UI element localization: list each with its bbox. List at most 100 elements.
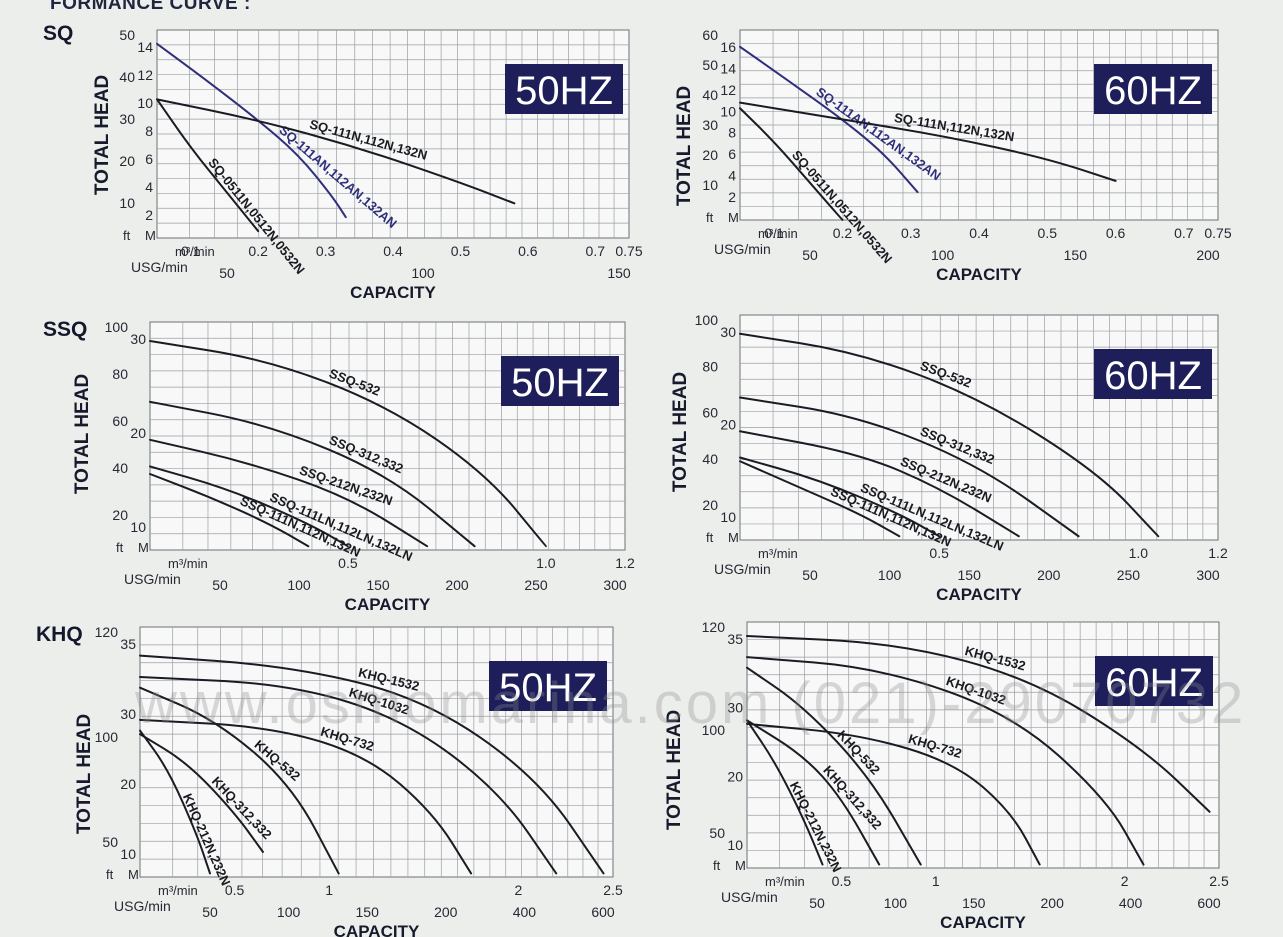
ft-tick-label: 50 — [102, 834, 118, 850]
usg-unit: USG/min — [714, 561, 771, 577]
series-curve — [139, 654, 605, 875]
series-curve — [156, 98, 516, 205]
series-curve — [156, 98, 260, 233]
usg-tick-label: 250 — [524, 577, 548, 593]
ft-tick-label: 20 — [112, 507, 128, 523]
family-label: KHQ — [36, 623, 83, 646]
ft-unit: ft — [706, 530, 714, 545]
x-tick-label: 0.75 — [615, 243, 642, 259]
ft-tick-label: 120 — [702, 619, 726, 635]
m-tick-label: 10 — [120, 846, 136, 862]
series-curve — [149, 473, 310, 548]
ft-unit: ft — [116, 540, 124, 555]
usg-unit: USG/min — [721, 889, 778, 905]
usg-tick-label: 100 — [287, 577, 311, 593]
frequency-badge — [501, 356, 619, 406]
x-tick-label: 2.5 — [1209, 873, 1229, 889]
y-axis-title: TOTAL HEAD — [670, 372, 691, 492]
usg-tick-label: 200 — [1196, 247, 1220, 263]
usg-tick-label: 150 — [958, 567, 982, 583]
x-tick-label: 0.5 — [451, 243, 471, 259]
x-tick-label: 0.3 — [901, 225, 921, 241]
series-curve — [746, 719, 881, 866]
usg-tick-label: 50 — [802, 567, 818, 583]
m-tick-label: 10 — [720, 103, 736, 119]
ft-tick-label: 40 — [702, 87, 718, 103]
frequency-badge — [489, 661, 607, 711]
x-unit: m³/min — [168, 556, 208, 571]
m-tick-label: 8 — [145, 123, 153, 139]
series-curve — [139, 686, 340, 875]
series-curve — [746, 719, 824, 866]
x-axis-title: CAPACITY — [345, 595, 431, 614]
grid — [157, 30, 629, 238]
x-tick-label: 0.5 — [929, 545, 949, 561]
usg-tick-label: 600 — [591, 904, 615, 920]
x-tick-label: 0.1 — [764, 225, 784, 241]
x-axis-title: CAPACITY — [936, 265, 1022, 284]
y-axis-title: TOTAL HEAD — [74, 714, 95, 834]
m-tick-label: 20 — [120, 776, 136, 792]
frequency-badge — [505, 64, 623, 114]
ft-unit: ft — [713, 858, 721, 873]
x-tick-label: 0.5 — [832, 873, 852, 889]
ft-tick-label: 20 — [119, 153, 135, 169]
m-tick-label: 30 — [727, 700, 743, 716]
frequency-badge — [1095, 656, 1213, 706]
x-tick-label: 0.5 — [1038, 225, 1058, 241]
series-curve — [746, 635, 1211, 813]
m-tick-label: 30 — [130, 331, 146, 347]
x-tick-label: 0.75 — [1204, 225, 1231, 241]
m-tick-label: 12 — [720, 82, 736, 98]
ft-tick-label: 30 — [702, 117, 718, 133]
ft-tick-label: 20 — [702, 497, 718, 513]
ft-tick-label: 60 — [112, 413, 128, 429]
series-curve — [739, 101, 1117, 182]
series-curve — [739, 456, 941, 538]
m-unit: M — [128, 867, 139, 882]
ft-tick-label: 100 — [105, 319, 129, 335]
series-curve — [139, 729, 212, 875]
ft-tick-label: 50 — [709, 825, 725, 841]
m-unit: M — [735, 858, 746, 873]
m-unit: M — [728, 530, 739, 545]
x-tick-label: 1 — [325, 882, 333, 898]
m-tick-label: 20 — [720, 417, 736, 433]
usg-tick-label: 50 — [202, 904, 218, 920]
x-axis-title: CAPACITY — [940, 913, 1026, 932]
y-axis-title: TOTAL HEAD — [674, 86, 695, 206]
m-tick-label: 6 — [728, 146, 736, 162]
m-tick-label: 10 — [137, 95, 153, 111]
x-axis-title: CAPACITY — [350, 283, 436, 302]
usg-tick-label: 200 — [1041, 895, 1065, 911]
usg-tick-label: 50 — [212, 577, 228, 593]
usg-tick-label: 50 — [809, 895, 825, 911]
x-tick-label: 0.4 — [383, 243, 403, 259]
usg-tick-label: 100 — [884, 895, 908, 911]
m-tick-label: 2 — [728, 189, 736, 205]
ft-tick-label: 120 — [95, 624, 119, 640]
ft-tick-label: 40 — [119, 69, 135, 85]
x-unit: m³/min — [758, 226, 798, 241]
usg-tick-label: 50 — [219, 265, 235, 281]
usg-unit: USG/min — [114, 898, 171, 914]
usg-tick-label: 150 — [962, 895, 986, 911]
frequency-badge — [1094, 64, 1212, 114]
m-tick-label: 35 — [727, 631, 743, 647]
y-axis-title: TOTAL HEAD — [92, 75, 113, 195]
m-tick-label: 20 — [727, 768, 743, 784]
ft-tick-label: 20 — [702, 147, 718, 163]
usg-tick-label: 300 — [603, 577, 627, 593]
usg-tick-label: 200 — [434, 904, 458, 920]
ft-tick-label: 100 — [695, 312, 719, 328]
y-axis-title: TOTAL HEAD — [664, 710, 685, 830]
ft-tick-label: 30 — [119, 111, 135, 127]
usg-tick-label: 150 — [607, 265, 631, 281]
frequency-badge — [1094, 349, 1212, 399]
m-tick-label: 14 — [720, 60, 736, 76]
usg-tick-label: 100 — [931, 247, 955, 263]
x-tick-label: 0.6 — [518, 243, 538, 259]
frequency-label: 60HZ — [1105, 661, 1203, 705]
